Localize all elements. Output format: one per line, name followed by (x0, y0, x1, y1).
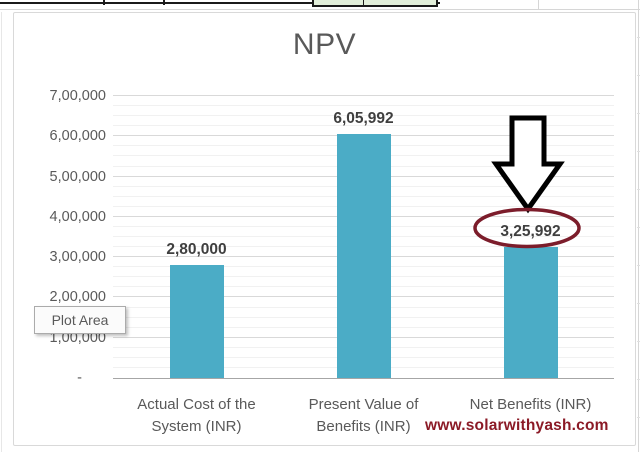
y-tick-label-1: 6,00,000 (49, 128, 106, 145)
y-tick-label-7: - (77, 370, 82, 386)
cell-divider-1 (103, 0, 105, 5)
minor-gridline (113, 115, 614, 117)
y-tick-label-4: 3,00,000 (49, 249, 106, 266)
down-arrow-shape[interactable] (491, 112, 565, 215)
watermark-url: www.solarwithyash.com (425, 417, 609, 434)
row-gridline-top (0, 9, 640, 10)
cell-divider-2 (163, 0, 165, 5)
data-label-1: 2,80,000 (166, 241, 227, 259)
chart-title[interactable]: NPV (292, 28, 357, 61)
ellipse-highlight-shape[interactable] (471, 207, 583, 249)
plot-area-tooltip: Plot Area (34, 306, 126, 334)
category-label-1: Actual Cost of the System (INR) (137, 396, 256, 435)
cell-divider-3 (363, 0, 364, 6)
bar-2[interactable] (336, 133, 391, 378)
category-label-3: Net Benefits (INR) (469, 396, 592, 413)
chart-frame[interactable]: NPV 2,80,000 6,05,992 3,25,992 www.solarwi… (13, 12, 636, 446)
y-tick-label-2: 5,00,000 (49, 168, 106, 185)
plot-area[interactable]: 2,80,000 6,05,992 3,25,992 (113, 95, 614, 379)
major-gridline (113, 95, 614, 96)
table-bottom-border (0, 2, 440, 4)
category-label-2: Present Value of Benefits (INR) (308, 396, 419, 435)
data-label-2: 6,05,992 (333, 109, 394, 127)
minor-gridline (113, 125, 614, 127)
y-tick-label-0: 7,00,000 (49, 88, 106, 104)
row-gridline-marks (637, 12, 640, 446)
column-gridline-mid (538, 0, 539, 9)
plot-area-tooltip-label: Plot Area (51, 312, 109, 328)
bar-3[interactable] (503, 246, 558, 378)
y-tick-label-5: 2,00,000 (49, 289, 106, 306)
y-tick-label-3: 4,00,000 (49, 208, 106, 225)
bar-1[interactable] (169, 265, 224, 378)
data-label-3: 3,25,992 (500, 222, 561, 240)
minor-gridline (113, 105, 614, 107)
highlighted-cell[interactable] (312, 0, 438, 7)
column-gridline-left (1, 12, 2, 452)
